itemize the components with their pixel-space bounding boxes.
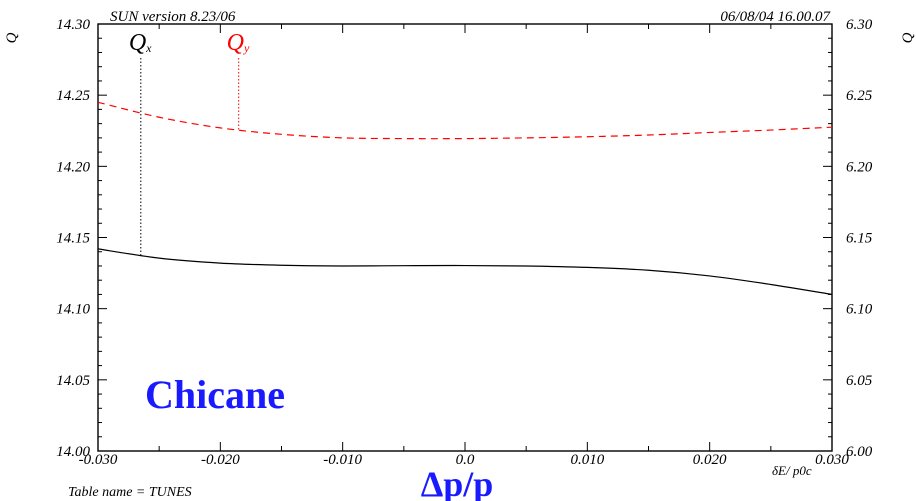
y-tick-label-left: 14.25 — [56, 88, 90, 104]
chicane-annotation: Chicane — [145, 372, 285, 417]
version-label: SUN version 8.23/06 — [110, 9, 236, 25]
series-label: Qx — [129, 30, 152, 56]
x-tick-label: -0.020 — [201, 452, 240, 468]
x-tick-label: 0.030 — [815, 452, 849, 468]
y-tick-label-left: 14.20 — [56, 159, 90, 175]
y-tick-label-right: 6.25 — [846, 88, 873, 104]
x-tick-label: -0.010 — [323, 452, 362, 468]
y-tick-label-left: 14.30 — [56, 17, 90, 33]
y-tick-label-right: 6.10 — [846, 302, 873, 318]
x-tick-label: -0.030 — [79, 452, 118, 468]
series-layer — [97, 101, 833, 296]
y-tick-label-left: 14.05 — [56, 373, 90, 389]
y-tick-label-right: 6.00 — [846, 444, 873, 460]
y-tick-label-right: 6.20 — [846, 159, 873, 175]
y-tick-label-right: 6.15 — [846, 231, 873, 247]
series-line-qy — [97, 101, 833, 140]
x-axis-label: Δp/p — [421, 464, 494, 501]
x-axis-label-alt: δE/ p0c — [772, 463, 812, 478]
y-tick-label-left: 14.10 — [56, 302, 90, 318]
table-name-label: Table name = TUNES — [68, 485, 192, 500]
y-axis-label-right: Q — [900, 32, 916, 43]
y-tick-label-right: 6.05 — [846, 373, 873, 389]
ticks-layer: -0.030 -0.020 -0.010 0.0 0.010 0.020 0.030 14.0… — [56, 17, 873, 468]
y-axis-label-left: Q — [4, 32, 20, 43]
series-label: Qy — [227, 30, 250, 56]
series-line-qx — [97, 248, 833, 296]
datetime-label: 06/08/04 16.00.07 — [720, 9, 831, 25]
y-tick-label-left: 14.15 — [56, 231, 90, 247]
x-tick-label: 0.0 — [456, 452, 475, 468]
series-labels-layer: Qx Qy — [129, 30, 250, 256]
x-tick-label: 0.020 — [693, 452, 727, 468]
y-tick-label-right: 6.30 — [846, 17, 873, 33]
x-tick-label: 0.010 — [570, 452, 604, 468]
y-tick-label-left: 14.00 — [56, 444, 90, 460]
